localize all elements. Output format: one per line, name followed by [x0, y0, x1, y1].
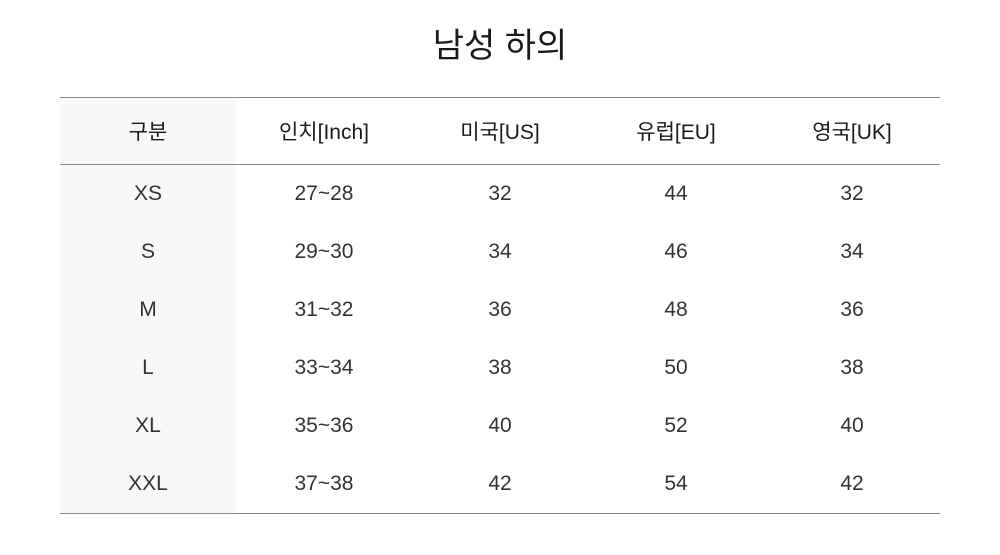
cell-eu: 52 — [588, 397, 764, 455]
cell-size: XXL — [60, 455, 236, 514]
col-header-uk: 영국[UK] — [764, 98, 940, 165]
cell-eu: 50 — [588, 339, 764, 397]
col-header-inch: 인치[Inch] — [236, 98, 412, 165]
cell-uk: 32 — [764, 165, 940, 224]
cell-inch: 31~32 — [236, 281, 412, 339]
col-header-us: 미국[US] — [412, 98, 588, 165]
cell-size: M — [60, 281, 236, 339]
cell-inch: 35~36 — [236, 397, 412, 455]
size-table-wrapper: 구분 인치[Inch] 미국[US] 유럽[EU] 영국[UK] XS 27~2… — [60, 97, 940, 514]
cell-eu: 54 — [588, 455, 764, 514]
cell-uk: 42 — [764, 455, 940, 514]
cell-uk: 36 — [764, 281, 940, 339]
table-row: XS 27~28 32 44 32 — [60, 165, 940, 224]
table-row: L 33~34 38 50 38 — [60, 339, 940, 397]
cell-us: 34 — [412, 223, 588, 281]
cell-us: 32 — [412, 165, 588, 224]
size-table: 구분 인치[Inch] 미국[US] 유럽[EU] 영국[UK] XS 27~2… — [60, 97, 940, 514]
table-row: XL 35~36 40 52 40 — [60, 397, 940, 455]
cell-us: 42 — [412, 455, 588, 514]
cell-eu: 46 — [588, 223, 764, 281]
cell-uk: 38 — [764, 339, 940, 397]
cell-us: 38 — [412, 339, 588, 397]
cell-inch: 33~34 — [236, 339, 412, 397]
cell-us: 36 — [412, 281, 588, 339]
cell-uk: 40 — [764, 397, 940, 455]
cell-size: L — [60, 339, 236, 397]
cell-us: 40 — [412, 397, 588, 455]
cell-eu: 44 — [588, 165, 764, 224]
cell-size: S — [60, 223, 236, 281]
cell-size: XS — [60, 165, 236, 224]
col-header-category: 구분 — [60, 98, 236, 165]
cell-inch: 27~28 — [236, 165, 412, 224]
table-row: M 31~32 36 48 36 — [60, 281, 940, 339]
cell-size: XL — [60, 397, 236, 455]
cell-inch: 29~30 — [236, 223, 412, 281]
page-title: 남성 하의 — [433, 18, 568, 67]
table-row: XXL 37~38 42 54 42 — [60, 455, 940, 514]
cell-uk: 34 — [764, 223, 940, 281]
table-header-row: 구분 인치[Inch] 미국[US] 유럽[EU] 영국[UK] — [60, 98, 940, 165]
col-header-eu: 유럽[EU] — [588, 98, 764, 165]
table-row: S 29~30 34 46 34 — [60, 223, 940, 281]
cell-eu: 48 — [588, 281, 764, 339]
cell-inch: 37~38 — [236, 455, 412, 514]
